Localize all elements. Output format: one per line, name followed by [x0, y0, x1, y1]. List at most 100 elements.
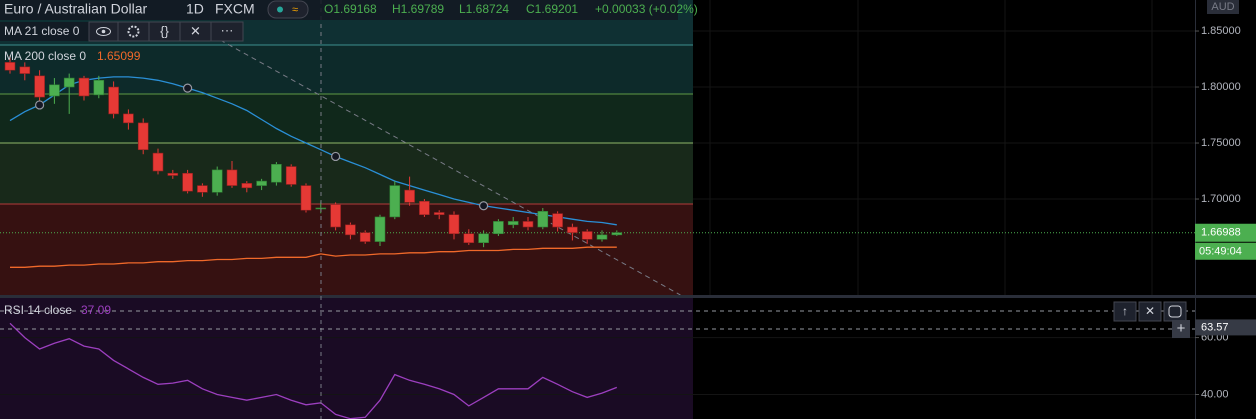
close-label: C1.69201 — [526, 2, 578, 16]
candle-body — [211, 169, 223, 193]
rsi-current-box — [1195, 319, 1256, 336]
y-tick-label: 1.70000 — [1201, 193, 1241, 205]
more-button[interactable] — [210, 21, 244, 42]
high-label: H1.69789 — [392, 2, 444, 16]
eye-pupil — [101, 29, 106, 34]
eye-icon — [96, 27, 111, 36]
candle-body — [49, 84, 60, 97]
candle-body — [93, 80, 105, 96]
candle-body — [241, 183, 253, 189]
candle-body — [389, 185, 401, 218]
trendline — [219, 39, 681, 295]
candle-body — [419, 200, 430, 215]
candle-body — [581, 231, 593, 240]
ma21-label: MA 21 close 0 — [4, 24, 80, 38]
candle-body — [34, 75, 45, 98]
candle-body — [463, 233, 475, 243]
candle-body — [345, 224, 356, 236]
remove-pane-button[interactable] — [1138, 301, 1162, 322]
maximize-pane-button[interactable] — [1113, 301, 1137, 322]
rsi-background — [0, 298, 693, 419]
candle-body — [271, 163, 282, 183]
candle-body — [78, 77, 90, 97]
candle-body — [300, 185, 312, 211]
candle-body — [19, 66, 31, 74]
y-tick-label: 1.80000 — [1201, 81, 1241, 93]
rsi-value: 37.09 — [81, 303, 111, 317]
candle-body — [152, 152, 164, 172]
candle-body — [374, 216, 386, 242]
rsi-current: 63.57 — [1201, 321, 1229, 333]
candle-body — [611, 232, 623, 236]
countdown-box — [1195, 242, 1256, 260]
change-label: +0.00033 (+0.02%) — [595, 2, 698, 16]
up-icon: ↑ — [1122, 304, 1128, 318]
overlay: Euro / Australian Dollar 1D FXCM ≈ O1.69… — [0, 0, 1256, 400]
collapse-pane-button[interactable] — [1163, 301, 1187, 322]
settings-button[interactable] — [117, 21, 150, 42]
ma-marker — [34, 100, 45, 110]
ma200-label: MA 200 close 0 — [4, 49, 86, 63]
candle-body — [167, 172, 179, 176]
fib-band — [0, 93, 693, 144]
fib-band — [0, 143, 693, 205]
moving-average — [9, 76, 617, 226]
plus-icon: + — [1177, 320, 1186, 337]
y-tick-label: 1.85000 — [1201, 25, 1241, 37]
candle-body — [63, 77, 75, 88]
y-tick-label: 40.00 — [1201, 388, 1229, 400]
rsi-line — [9, 322, 618, 419]
candle-body — [137, 122, 149, 151]
low-label: L1.68724 — [459, 2, 509, 16]
rsi-label: RSI 14 close — [4, 303, 72, 317]
x-icon: ✕ — [1145, 304, 1155, 318]
ma-marker — [479, 201, 489, 211]
ma-marker — [183, 83, 193, 93]
ma200-value: 1.65099 — [97, 49, 141, 63]
header-bar — [0, 0, 678, 20]
candle-body — [478, 233, 489, 243]
candle-body — [197, 185, 208, 193]
candle-body — [448, 214, 460, 235]
add-button[interactable] — [1172, 320, 1190, 338]
candle-body — [285, 166, 297, 185]
y-tick-label: 1.75000 — [1201, 137, 1241, 149]
candle-body — [537, 211, 549, 228]
symbol: Euro / Australian Dollar — [4, 1, 148, 17]
ma-marker — [331, 151, 341, 162]
candle-body — [493, 221, 504, 235]
candle-body — [108, 86, 119, 115]
more-icon: ··· — [221, 22, 234, 37]
candle-body — [226, 169, 238, 186]
currency: AUD — [1211, 1, 1234, 13]
fib-band — [0, 204, 693, 295]
status-icon: ≈ — [292, 4, 298, 16]
candle-body — [404, 189, 415, 203]
status-dot — [277, 6, 283, 13]
open-label: O1.69168 — [324, 2, 377, 16]
currency-box — [1207, 0, 1239, 14]
candle-body — [330, 204, 341, 228]
candle-body — [596, 234, 608, 240]
candle-body — [256, 180, 267, 186]
braces-icon: {} — [160, 23, 169, 38]
candle-body — [552, 213, 563, 228]
candle-body — [567, 226, 578, 233]
close-icon: ✕ — [190, 23, 201, 38]
moving-average — [10, 246, 617, 268]
candle-body — [507, 221, 519, 226]
rsi-pane — [0, 298, 1195, 419]
interval[interactable]: 1D — [186, 1, 204, 17]
exchange: FXCM — [215, 1, 255, 17]
candle-body — [123, 113, 134, 124]
last-price: 1.66988 — [1201, 227, 1241, 239]
candle-body — [4, 62, 16, 71]
collapse-icon — [1168, 305, 1182, 318]
fib-band — [0, 45, 693, 94]
last-price-box — [1195, 223, 1256, 242]
candle-body — [433, 212, 445, 215]
countdown: 05:49:04 — [1199, 246, 1242, 258]
replay-toggle[interactable] — [267, 0, 309, 19]
candle-body — [522, 221, 534, 228]
